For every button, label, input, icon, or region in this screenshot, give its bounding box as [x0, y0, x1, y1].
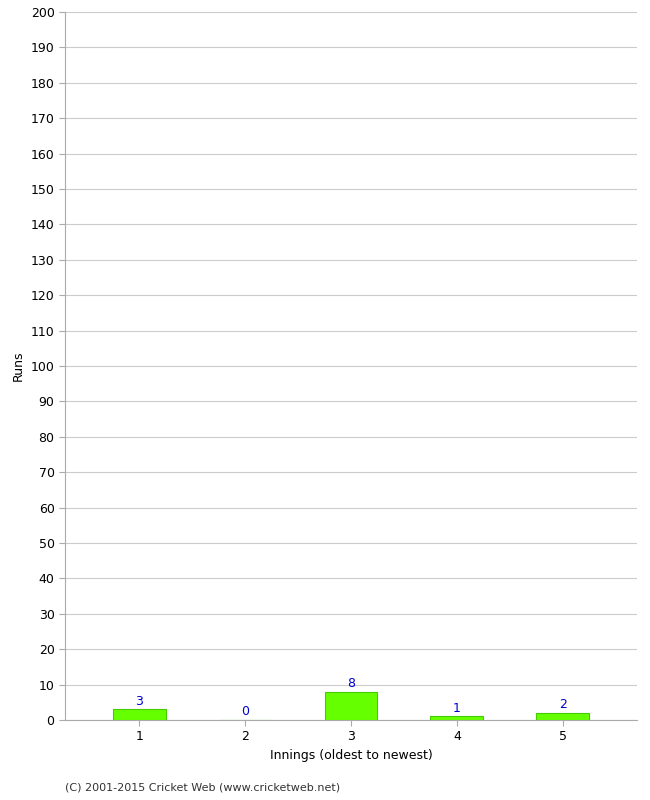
Text: (C) 2001-2015 Cricket Web (www.cricketweb.net): (C) 2001-2015 Cricket Web (www.cricketwe…	[65, 782, 340, 792]
Bar	[536, 713, 590, 720]
Text: 1: 1	[453, 702, 461, 714]
Bar	[324, 692, 378, 720]
Y-axis label: Runs: Runs	[12, 350, 25, 382]
X-axis label: Innings (oldest to newest): Innings (oldest to newest)	[270, 749, 432, 762]
Text: 0: 0	[241, 706, 249, 718]
Text: 8: 8	[347, 677, 355, 690]
Text: 3: 3	[135, 694, 143, 708]
Bar	[430, 717, 484, 720]
Bar	[112, 710, 166, 720]
Text: 2: 2	[559, 698, 567, 711]
